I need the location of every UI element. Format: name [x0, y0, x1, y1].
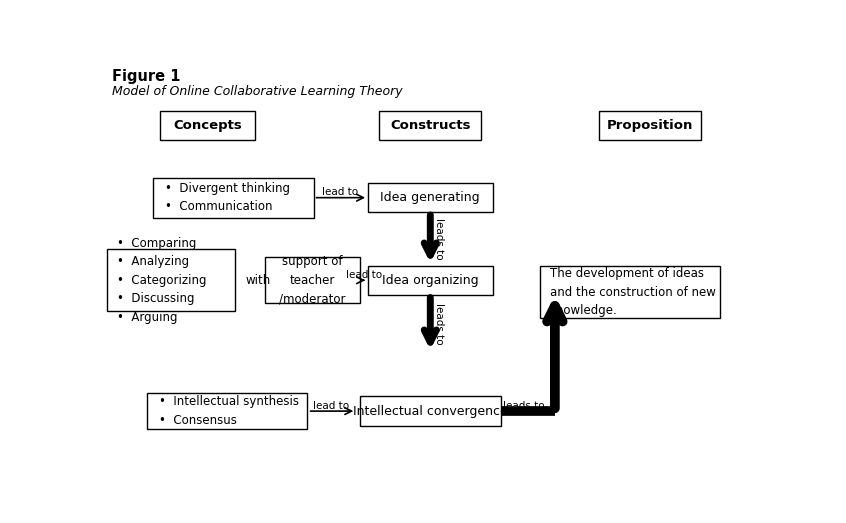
Text: Figure 1: Figure 1 — [113, 69, 181, 84]
Text: leads to: leads to — [434, 218, 444, 260]
Text: leads to: leads to — [434, 303, 444, 345]
FancyBboxPatch shape — [146, 393, 307, 429]
Text: •  Divergent thinking
•  Communication: • Divergent thinking • Communication — [165, 182, 290, 213]
Text: lead to: lead to — [313, 401, 349, 411]
Text: leads to: leads to — [503, 401, 545, 411]
FancyBboxPatch shape — [380, 111, 481, 140]
Text: lead to: lead to — [321, 187, 358, 198]
Text: with: with — [246, 274, 271, 287]
FancyBboxPatch shape — [540, 266, 721, 319]
Text: lead to: lead to — [346, 270, 382, 280]
Text: Intellectual convergence: Intellectual convergence — [353, 405, 508, 417]
Text: support of
teacher
/moderator: support of teacher /moderator — [279, 255, 345, 305]
Text: Constructs: Constructs — [390, 119, 470, 132]
FancyBboxPatch shape — [599, 111, 700, 140]
Text: Model of Online Collaborative Learning Theory: Model of Online Collaborative Learning T… — [113, 85, 403, 98]
Text: Proposition: Proposition — [607, 119, 693, 132]
FancyBboxPatch shape — [160, 111, 255, 140]
FancyBboxPatch shape — [265, 257, 360, 303]
FancyBboxPatch shape — [360, 396, 501, 426]
FancyBboxPatch shape — [107, 249, 235, 311]
Text: Idea organizing: Idea organizing — [382, 274, 479, 287]
FancyBboxPatch shape — [368, 183, 492, 212]
Text: Concepts: Concepts — [173, 119, 242, 132]
Text: Idea generating: Idea generating — [381, 191, 481, 204]
Text: •  Intellectual synthesis
•  Consensus: • Intellectual synthesis • Consensus — [158, 395, 299, 427]
FancyBboxPatch shape — [368, 266, 492, 295]
FancyBboxPatch shape — [153, 177, 314, 218]
Text: The development of ideas
and the construction of new
knowledge.: The development of ideas and the constru… — [550, 267, 716, 317]
Text: •  Comparing
•  Analyzing
•  Categorizing
•  Discussing
•  Arguing: • Comparing • Analyzing • Categorizing •… — [118, 237, 206, 324]
